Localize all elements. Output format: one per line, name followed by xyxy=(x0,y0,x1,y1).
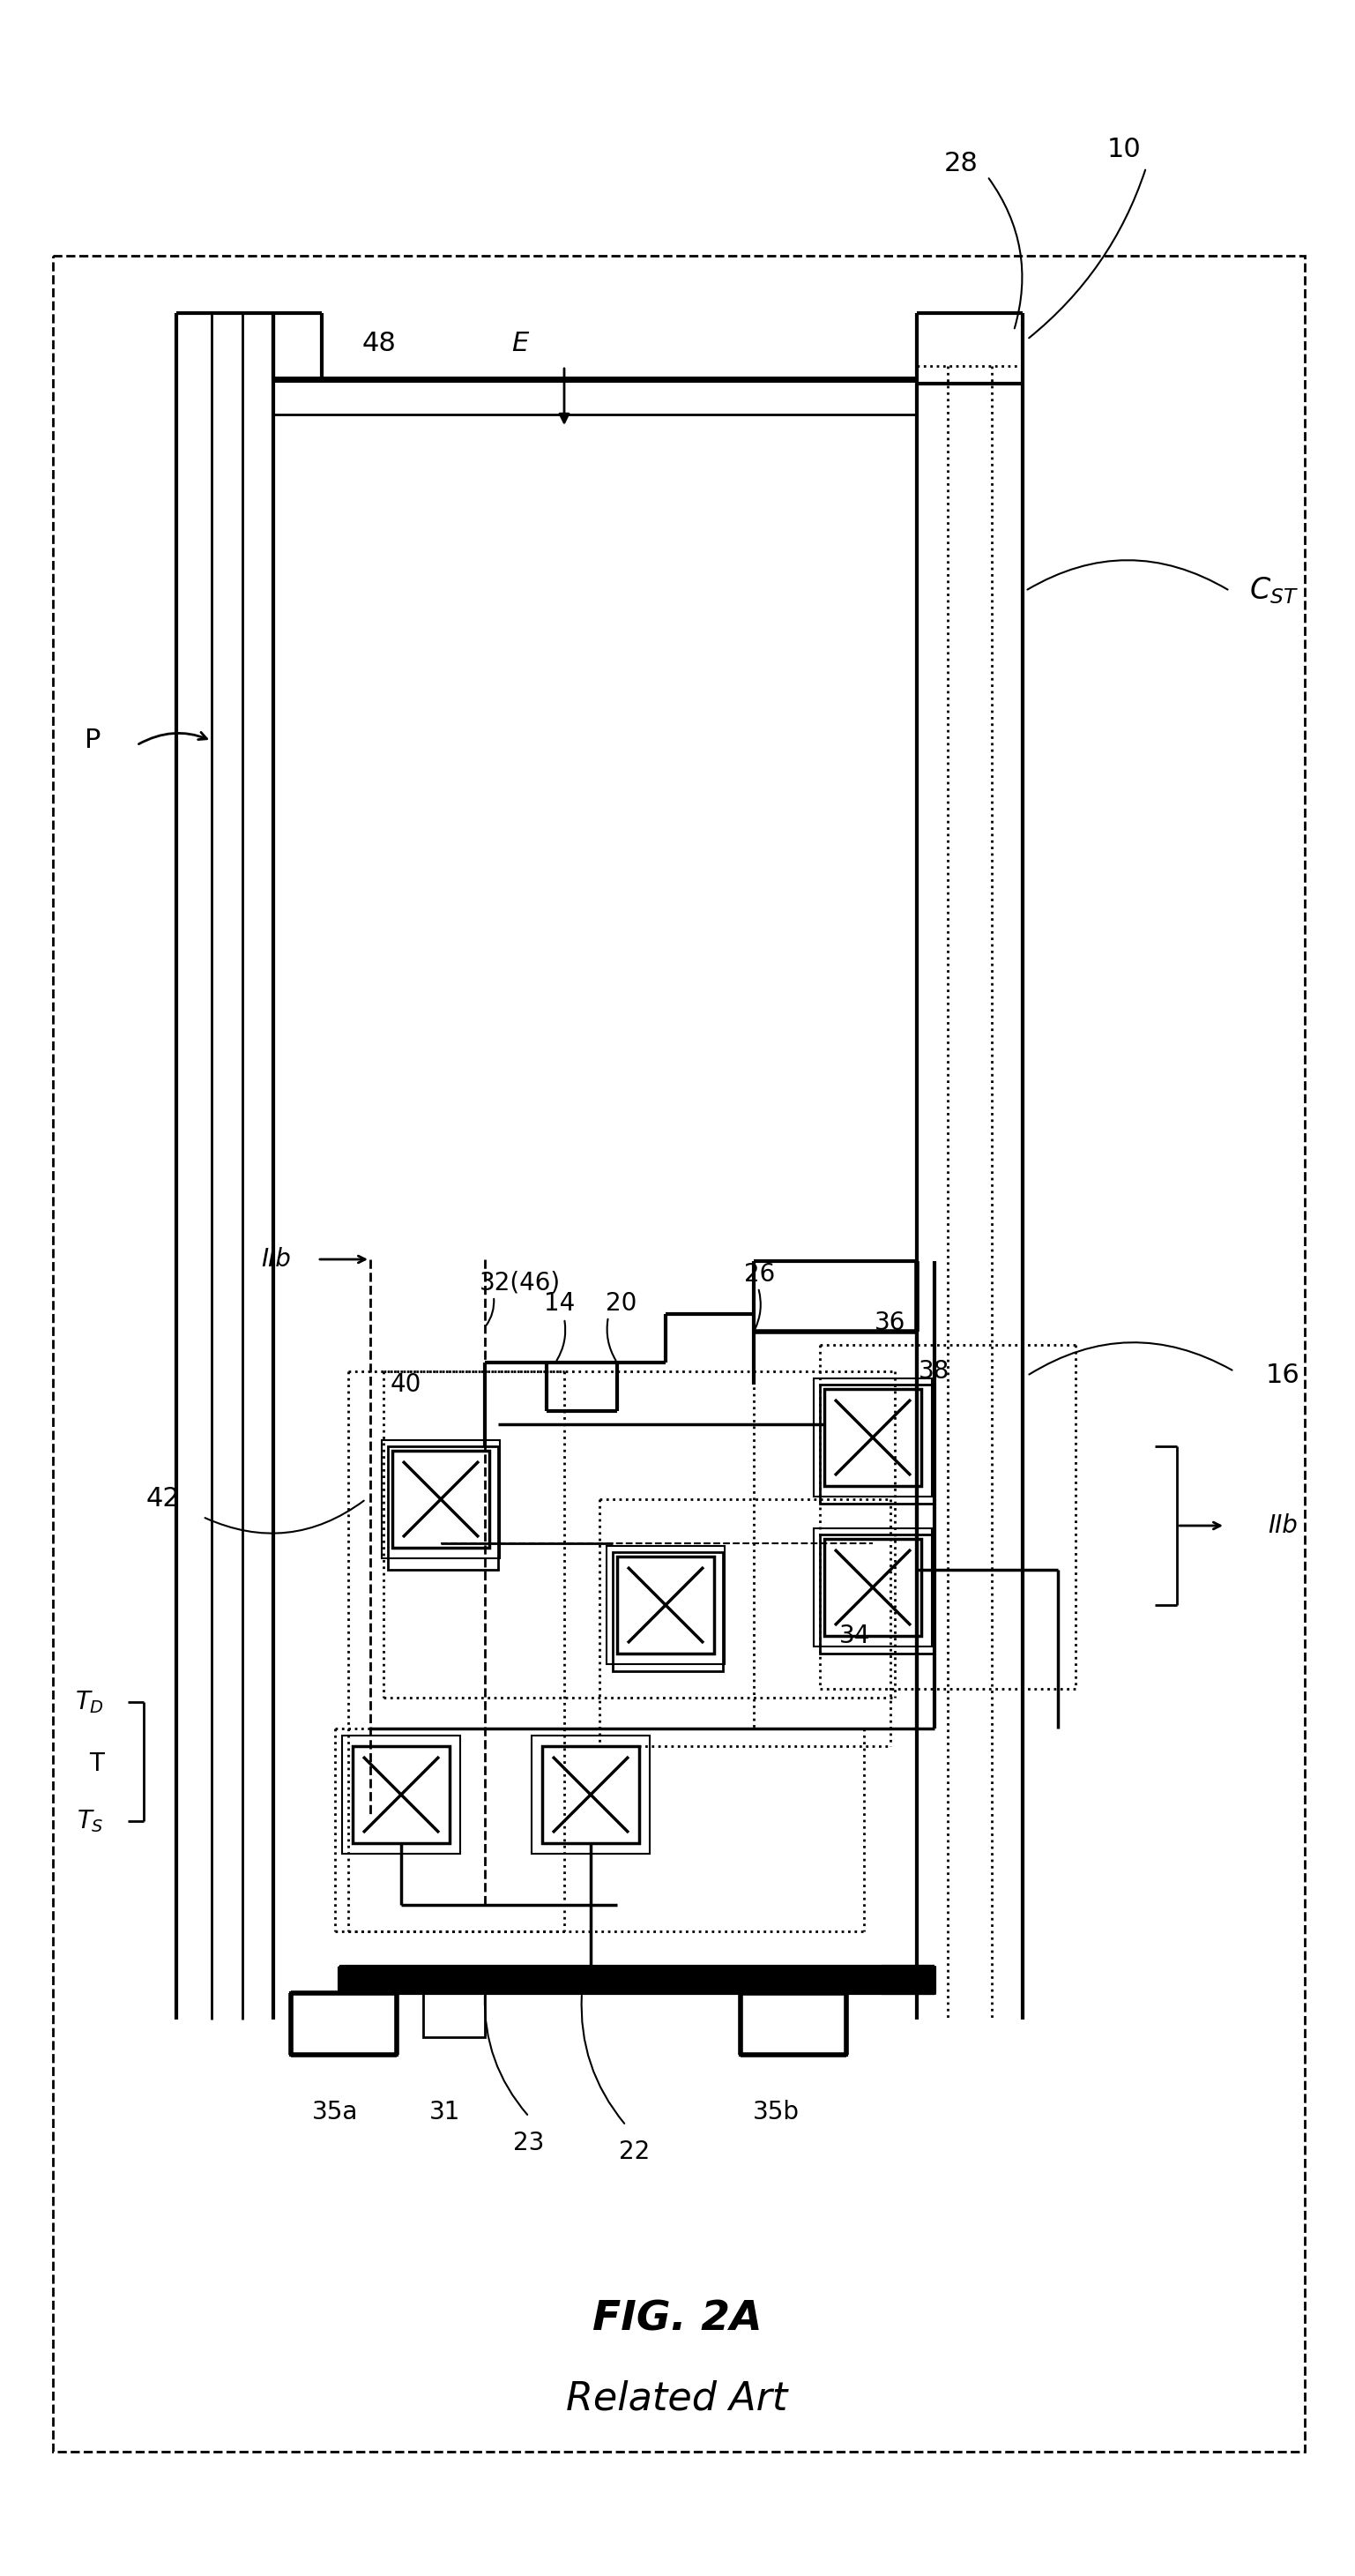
Text: 35b: 35b xyxy=(752,2099,799,2125)
Text: 40: 40 xyxy=(390,1373,421,1396)
Text: 35a: 35a xyxy=(312,2099,358,2125)
Bar xyxy=(820,1383,935,1504)
Bar xyxy=(423,1994,485,2038)
Bar xyxy=(382,1440,500,1558)
Text: 23: 23 xyxy=(514,2130,545,2156)
Text: 28: 28 xyxy=(944,149,978,175)
Bar xyxy=(814,1528,932,1646)
Text: 34: 34 xyxy=(840,1623,871,1649)
Text: 14: 14 xyxy=(545,1291,576,1316)
Text: $C_{ST}$: $C_{ST}$ xyxy=(1249,574,1298,605)
Text: 38: 38 xyxy=(919,1360,950,1383)
Bar xyxy=(291,1994,397,2056)
Text: Related Art: Related Art xyxy=(566,2380,787,2419)
Text: T: T xyxy=(89,1752,104,1775)
Text: $T_S$: $T_S$ xyxy=(77,1808,104,1834)
Text: 36: 36 xyxy=(875,1311,906,1334)
Text: IIb: IIb xyxy=(1268,1512,1298,1538)
Text: $T_D$: $T_D$ xyxy=(75,1690,104,1716)
Bar xyxy=(824,1388,921,1486)
Bar xyxy=(393,1450,489,1548)
Text: 48: 48 xyxy=(362,332,396,355)
Bar xyxy=(531,1736,650,1855)
Bar xyxy=(814,1378,932,1497)
Bar xyxy=(824,1538,921,1636)
Bar xyxy=(53,255,1305,2452)
Text: 20: 20 xyxy=(606,1291,637,1316)
Text: FIG. 2A: FIG. 2A xyxy=(592,2300,762,2339)
Bar xyxy=(820,1535,935,1654)
Text: 10: 10 xyxy=(1107,137,1141,162)
Text: 16: 16 xyxy=(1266,1363,1299,1388)
Text: IIb: IIb xyxy=(262,1247,291,1273)
Bar xyxy=(741,1994,847,2056)
Bar xyxy=(339,1965,935,1994)
Text: 22: 22 xyxy=(619,2141,650,2164)
Bar xyxy=(341,1736,461,1855)
Bar xyxy=(607,1546,725,1664)
Text: 32(46): 32(46) xyxy=(480,1270,561,1296)
Bar xyxy=(612,1553,724,1672)
Bar xyxy=(617,1556,714,1654)
Bar xyxy=(339,1965,935,1994)
Bar xyxy=(352,1747,450,1844)
Text: E: E xyxy=(512,332,528,355)
Text: 26: 26 xyxy=(744,1262,775,1285)
Bar xyxy=(388,1445,499,1569)
Text: 42: 42 xyxy=(146,1486,180,1512)
Text: 31: 31 xyxy=(430,2099,461,2125)
Bar xyxy=(542,1747,640,1844)
Text: P: P xyxy=(84,729,100,755)
